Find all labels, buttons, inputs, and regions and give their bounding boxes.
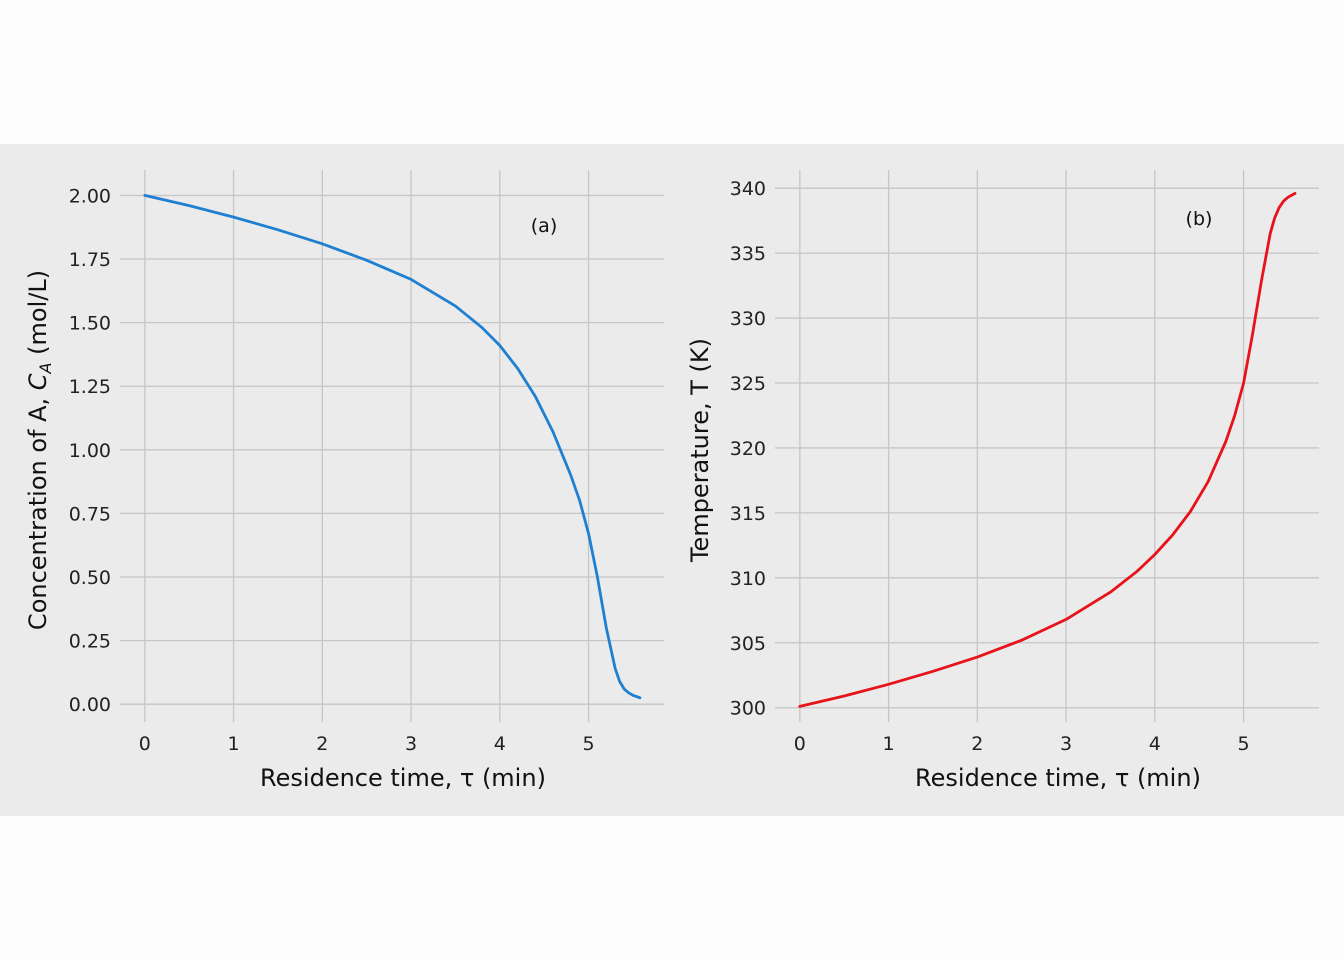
y-tick-label: 0.25 — [69, 631, 111, 653]
y-tick-label: 325 — [730, 373, 766, 395]
x-tick-label: 0 — [794, 733, 806, 755]
chart-b: 0 1 2 3 4 5 300 305 310 315 320 325 330 335 340 (b) Resi… — [686, 170, 1319, 792]
x-tick-label: 4 — [494, 733, 506, 755]
x-tick-label: 0 — [139, 733, 151, 755]
x-tick-label: 5 — [583, 733, 595, 755]
y-tick-label: 320 — [730, 438, 766, 460]
x-tick-label: 1 — [228, 733, 240, 755]
x-axis-label: Residence time, τ (min) — [915, 764, 1201, 792]
y-tick-label: 340 — [730, 178, 766, 200]
y-tick-label: 1.75 — [69, 249, 111, 271]
y-tick-label: 335 — [730, 243, 766, 265]
y-tick-label: 300 — [730, 698, 766, 720]
x-tick-label: 4 — [1149, 733, 1161, 755]
y-tick-label: 1.50 — [69, 313, 111, 335]
x-tick-label: 1 — [883, 733, 895, 755]
y-tick-label: 0.75 — [69, 503, 111, 525]
y-tick-label: 305 — [730, 633, 766, 655]
x-tick-label: 3 — [405, 733, 417, 755]
chart-a: 0 1 2 3 4 5 0.00 0.25 0.50 0.75 1.00 1.25 1.50 1.75 2.… — [24, 170, 664, 792]
x-tick-label: 5 — [1238, 733, 1250, 755]
x-tick-label: 2 — [316, 733, 328, 755]
y-tick-label: 330 — [730, 308, 766, 330]
y-tick-label: 1.00 — [69, 440, 111, 462]
panel-annotation: (b) — [1186, 208, 1213, 230]
x-tick-label: 3 — [1060, 733, 1072, 755]
y-tick-label: 310 — [730, 568, 766, 590]
y-tick-label: 315 — [730, 503, 766, 525]
y-tick-label: 1.25 — [69, 376, 111, 398]
y-tick-label: 0.00 — [69, 694, 111, 716]
y-axis-label: Concentration of A, CA (mol/L) — [24, 270, 55, 630]
x-axis-label: Residence time, τ (min) — [260, 764, 546, 792]
y-tick-label: 0.50 — [69, 567, 111, 589]
series-line — [798, 192, 1297, 708]
x-tick-label: 2 — [971, 733, 983, 755]
y-tick-label: 2.00 — [69, 185, 111, 207]
y-axis-label: Temperature, T (K) — [686, 338, 714, 563]
series-line — [143, 194, 642, 700]
panel-annotation: (a) — [531, 215, 557, 237]
